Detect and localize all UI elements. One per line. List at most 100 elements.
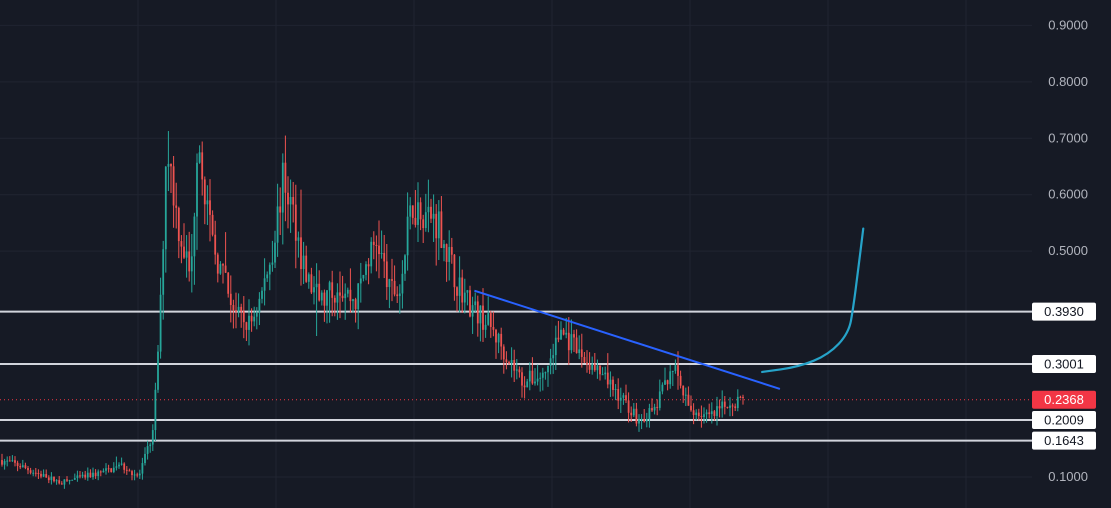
candle-body	[396, 294, 399, 297]
candle-body	[547, 365, 549, 373]
candle-body	[541, 372, 544, 378]
candle-body	[196, 162, 198, 217]
grid-lines	[0, 0, 1032, 508]
candle-body	[664, 380, 666, 385]
candle-body	[404, 255, 406, 274]
descending-trendline[interactable]	[474, 289, 781, 390]
candle-body	[378, 245, 380, 255]
candle-body	[250, 315, 253, 322]
projection-curve[interactable]	[761, 227, 865, 374]
candle-body	[593, 364, 596, 371]
y-tick-label: 0.5000	[1048, 243, 1088, 258]
candle-body	[302, 255, 305, 270]
candle-body	[1, 460, 3, 465]
candle-body	[651, 408, 653, 411]
candle-body	[172, 166, 175, 206]
y-tick-label: 0.1000	[1048, 469, 1088, 484]
candle-body	[528, 370, 531, 382]
candle-body	[687, 394, 690, 406]
candle-body	[310, 274, 313, 293]
candle-body	[695, 412, 698, 416]
candle-body	[112, 467, 115, 473]
candle-body	[6, 460, 9, 462]
candle-body	[716, 406, 718, 416]
candle-body	[380, 252, 383, 255]
candle-body	[591, 364, 594, 370]
candle-body	[601, 374, 604, 376]
candle-body	[328, 282, 331, 291]
candle-body	[643, 419, 646, 422]
candle-body	[393, 280, 396, 295]
candle-body	[500, 333, 503, 347]
price-badges: 0.3930 0.3001 0.2009 0.1643 0.2368	[1032, 302, 1096, 450]
candle-body	[331, 282, 334, 298]
candle-body	[50, 476, 53, 481]
candle-body	[255, 312, 258, 317]
candle-body	[638, 419, 640, 424]
candle-body	[40, 473, 42, 477]
candle-body	[586, 362, 588, 365]
candle-body	[349, 289, 352, 302]
candle-body	[177, 207, 180, 242]
candle-body	[37, 473, 40, 475]
candle-body	[692, 410, 695, 416]
candle-body	[47, 477, 50, 481]
candle-body	[736, 396, 739, 409]
candle-body	[297, 237, 300, 241]
candle-body	[336, 292, 339, 303]
candlesticks	[1, 131, 744, 489]
candle-body	[180, 241, 183, 247]
candle-body	[118, 464, 120, 467]
candle-body	[274, 242, 276, 263]
y-tick-label: 0.8000	[1048, 74, 1088, 89]
candle-body	[346, 289, 349, 294]
candle-body	[466, 290, 469, 293]
candle-body	[167, 163, 170, 167]
candle-body	[567, 332, 570, 351]
candle-body	[185, 251, 188, 258]
candle-body	[536, 378, 539, 382]
candle-body	[318, 283, 321, 301]
candle-body	[658, 391, 661, 408]
candle-body	[690, 405, 692, 411]
candle-body	[268, 264, 271, 275]
candle-body	[365, 264, 367, 275]
candle-body	[645, 419, 648, 422]
candle-body	[580, 349, 583, 357]
y-tick-label: 0.6000	[1048, 187, 1088, 202]
candle-body	[11, 460, 14, 462]
candle-body	[583, 356, 586, 363]
candle-body	[240, 306, 243, 312]
horizontal-levels	[0, 310, 1032, 442]
candle-body	[115, 466, 118, 468]
candle-body	[271, 262, 274, 265]
candle-body	[341, 295, 344, 299]
candle-body	[604, 372, 607, 375]
candle-body	[8, 460, 11, 462]
candle-body	[248, 315, 250, 330]
candle-body	[128, 470, 131, 472]
candle-body	[461, 277, 464, 303]
candle-body	[227, 272, 230, 294]
candle-body	[515, 369, 518, 371]
candle-body	[71, 479, 74, 481]
candle-body	[495, 329, 497, 343]
candle-body	[742, 396, 744, 398]
candle-body	[281, 162, 284, 213]
level-badge-label: 0.3001	[1044, 357, 1084, 372]
candle-body	[448, 247, 451, 262]
level-badge-label: 0.1643	[1044, 433, 1084, 448]
candle-body	[479, 305, 482, 324]
candle-body	[487, 313, 490, 325]
candle-body	[206, 200, 209, 205]
candle-body	[76, 475, 79, 478]
candle-body	[313, 287, 315, 293]
candle-body	[201, 152, 204, 180]
candle-body	[526, 381, 529, 388]
candle-body	[679, 375, 682, 386]
candle-body	[424, 212, 427, 229]
candle-body	[224, 265, 227, 273]
candle-body	[16, 462, 19, 466]
candle-body	[713, 411, 716, 416]
